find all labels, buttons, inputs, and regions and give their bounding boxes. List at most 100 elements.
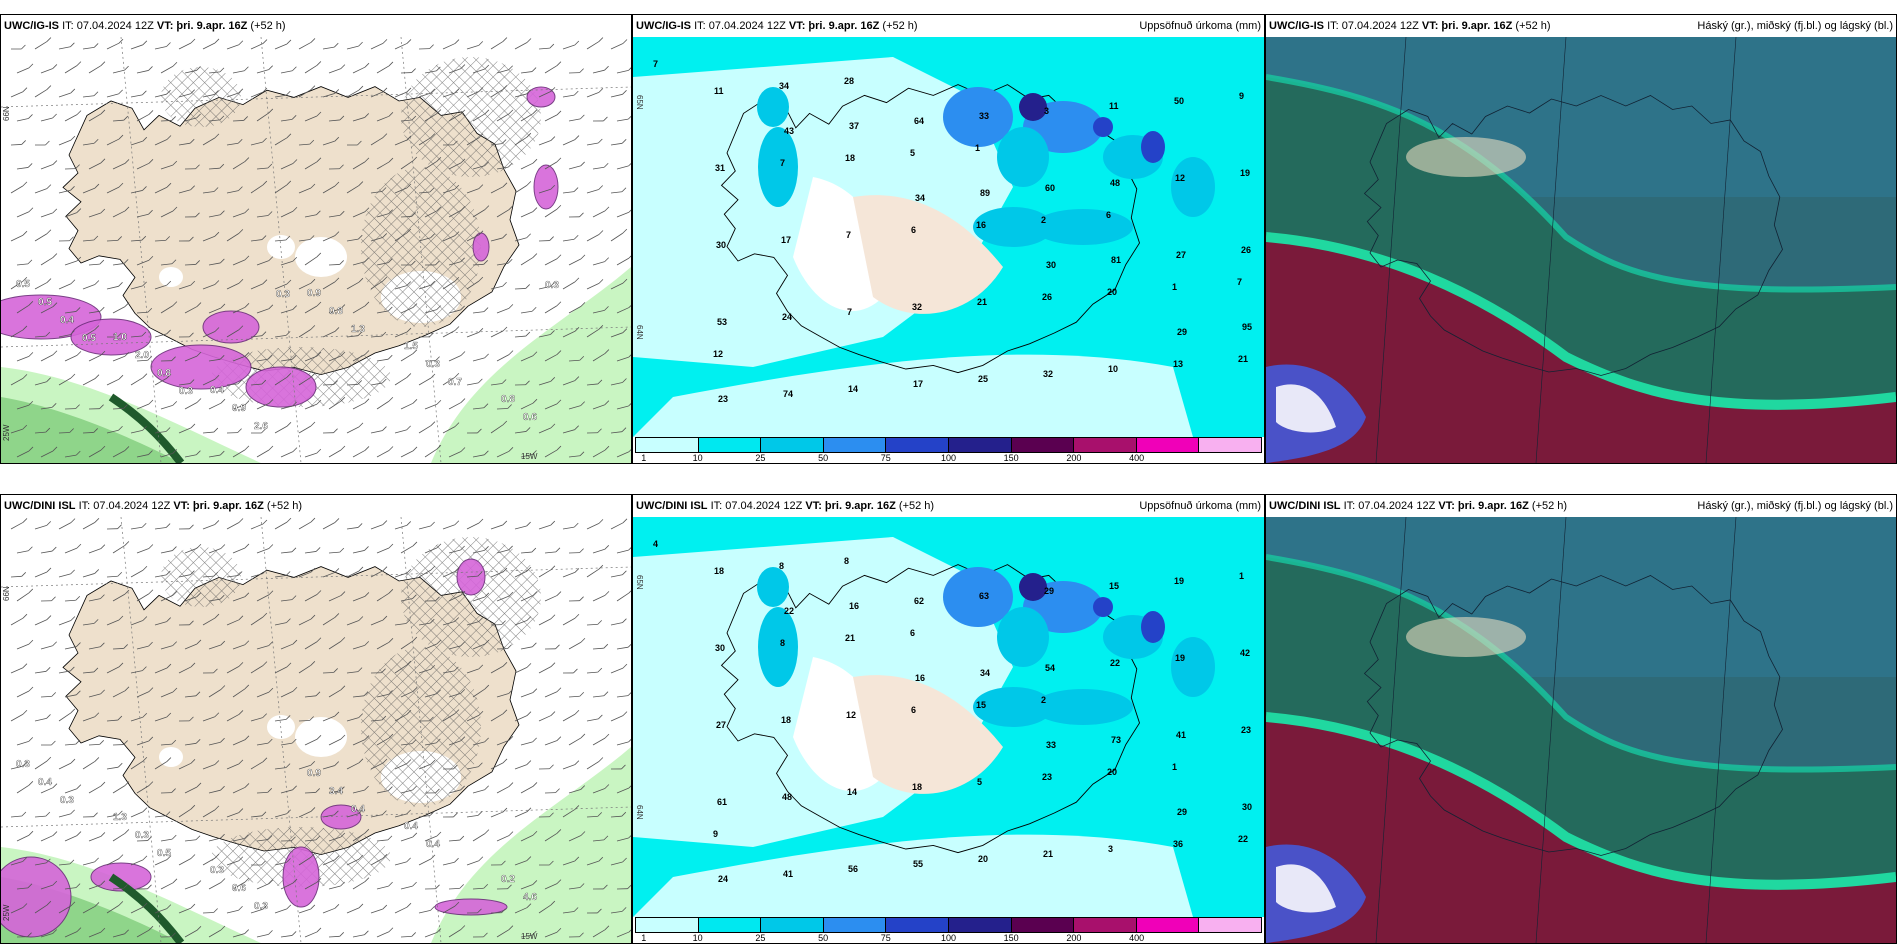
wind-barb (172, 878, 178, 884)
wind-barb (136, 740, 149, 746)
wind-barb (315, 835, 321, 841)
wind-barb (406, 857, 411, 863)
wind-barb (189, 620, 194, 626)
wind-barb (16, 784, 30, 794)
wind-barb (400, 402, 414, 410)
wind-barb (520, 692, 534, 698)
wind-barb (292, 206, 298, 212)
wind-barb (267, 788, 273, 793)
wind-barb (304, 65, 318, 74)
wind-barb (82, 329, 96, 338)
wind-barb (628, 403, 631, 407)
wind-barb (136, 162, 150, 170)
wind-barb (328, 689, 342, 698)
wind-barb (460, 398, 466, 403)
wind-barb (322, 672, 334, 674)
wind-barb (118, 374, 124, 380)
wind-barb (376, 213, 389, 218)
wind-barb (346, 858, 360, 866)
wind-barb (333, 668, 338, 673)
precip-value: 16 (915, 673, 925, 683)
wind-barb (99, 306, 105, 312)
wind-barb (550, 565, 556, 571)
wind-barb (286, 180, 292, 186)
wind-barb (88, 884, 101, 890)
wind-barb (166, 757, 172, 762)
wind-barb (117, 715, 123, 721)
wind-barb (70, 616, 76, 621)
wind-barb (603, 835, 609, 841)
wind-barb (598, 230, 604, 235)
wind-barb (190, 903, 196, 909)
wind-barb (58, 92, 71, 98)
wind-barb (352, 66, 366, 74)
wind-barb (478, 184, 484, 189)
precip-value: 15 (976, 700, 986, 710)
wind-barb (34, 904, 48, 914)
wind-barb (160, 164, 173, 170)
wind-barb (100, 61, 106, 66)
wind-barb (160, 645, 173, 650)
wind-barb (166, 329, 171, 335)
wind-barb (573, 187, 579, 192)
wind-barb (16, 355, 30, 362)
wind-barb (370, 762, 384, 770)
colorbar-swatch (761, 918, 824, 932)
wind-barb (562, 764, 576, 770)
wind-barb (322, 814, 335, 818)
wind-barb (82, 906, 96, 914)
wind-barb (141, 235, 147, 241)
wind-barb (394, 285, 407, 290)
wind-barb (562, 330, 576, 338)
colorbar-swatch (948, 918, 1012, 932)
wind-barb (202, 94, 215, 98)
wind-barb (40, 884, 53, 890)
wind-barb (208, 837, 221, 842)
wind-barb (189, 138, 195, 144)
wind-barb (250, 141, 263, 146)
wind-barb (244, 684, 250, 690)
wind-barb (52, 546, 57, 552)
cloud-map-panel-igis: UWC/IG-IS IT: 07.04.2024 12Z VT: þri. 9.… (1265, 14, 1897, 464)
wind-barb (274, 184, 288, 194)
wind-barb (256, 791, 268, 794)
wind-barb (622, 90, 627, 95)
wind-barb (190, 662, 196, 668)
wind-barb (556, 301, 562, 307)
wind-barb (148, 925, 154, 931)
colorbar-tick: 50 (818, 453, 829, 463)
wind-barb (130, 190, 143, 194)
wind-barb (556, 110, 562, 116)
lon-label: 15W (521, 452, 538, 461)
wind-barb (184, 643, 198, 650)
wind-barb (424, 693, 437, 698)
wind-barb (544, 65, 558, 74)
wind-barb (256, 449, 270, 458)
wind-barb (508, 65, 513, 71)
wind-barb (40, 164, 54, 170)
wind-barb (394, 623, 407, 626)
precip-value: 0.3 (210, 865, 224, 876)
wind-barb (598, 519, 604, 524)
wind-barb (532, 688, 538, 693)
wind-barb (226, 383, 239, 386)
wind-barb (436, 66, 441, 72)
wind-barb (328, 790, 341, 794)
wind-barb (592, 353, 606, 362)
wind-barb (238, 662, 244, 667)
wind-barb (520, 551, 532, 554)
wind-barb (532, 351, 538, 357)
wind-barb (387, 354, 393, 360)
wind-barb (616, 646, 629, 650)
wind-barb (436, 444, 442, 450)
wind-barb (550, 184, 556, 190)
wind-barb (100, 350, 106, 356)
wind-barb (472, 263, 484, 266)
precip-value: 34 (915, 193, 925, 203)
wind-barb (214, 712, 220, 718)
precip-value: 1.3 (351, 324, 365, 335)
wind-barb (46, 184, 52, 189)
wind-barb (346, 238, 359, 242)
wind-barb (448, 355, 462, 362)
wind-barb (610, 382, 623, 386)
